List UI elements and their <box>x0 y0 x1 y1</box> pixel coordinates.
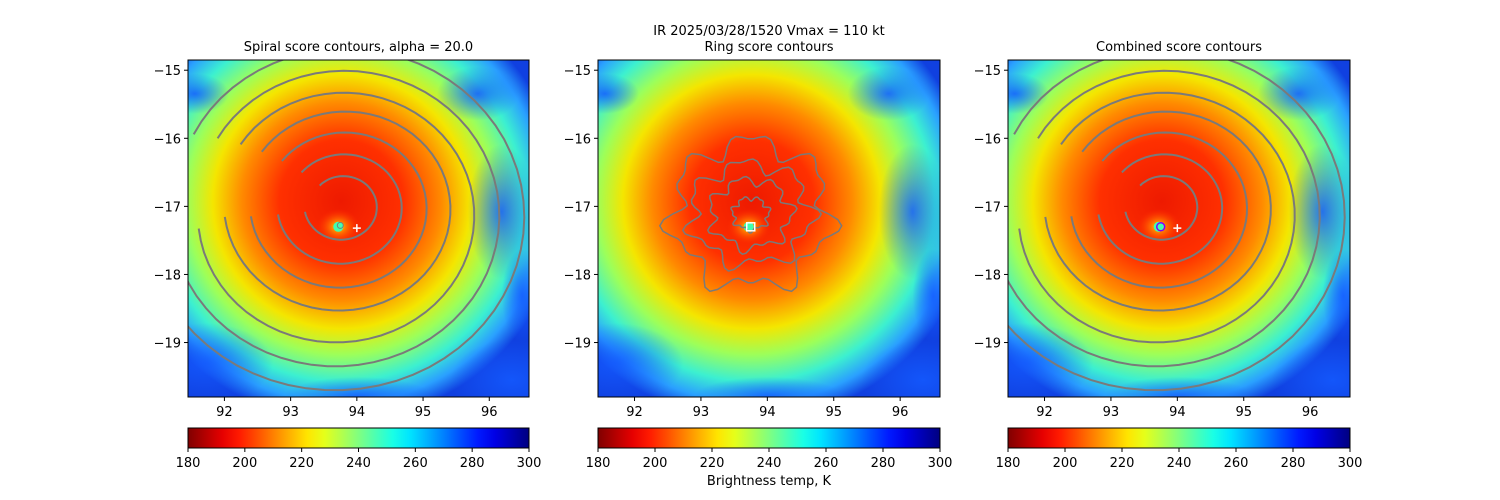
axes-frame <box>187 59 530 398</box>
panel-1: Spiral score contours, alpha = 20.0 92 93 9… <box>154 40 542 471</box>
x-tick-label: 92 <box>626 405 643 420</box>
y-tick-label: −18 <box>154 268 181 283</box>
axes-frame <box>1007 59 1351 398</box>
colorbar-gradient <box>187 427 530 449</box>
panel-2: Ring score contours 92 93 94 95 96 −15 −16 −17 −1… <box>564 40 953 471</box>
colorbar-tick-label: 260 <box>403 456 428 471</box>
colorbar-tick-label: 220 <box>289 456 314 471</box>
spiral-score-contours <box>1008 60 1346 392</box>
contour-line <box>1044 110 1272 312</box>
colorbar-tick-label: 260 <box>814 456 839 471</box>
colorbar-tick-label: 240 <box>346 456 371 471</box>
colorbar-tick-label: 240 <box>757 456 782 471</box>
x-tick-label: 93 <box>1103 405 1120 420</box>
colorbar-tick-label: 280 <box>871 456 896 471</box>
contour-line <box>1124 175 1199 241</box>
colorbar-label: Brightness temp, K <box>707 474 832 489</box>
x-tick-label: 94 <box>349 405 366 420</box>
y-tick-label: −17 <box>974 200 1001 215</box>
contour-line <box>249 131 428 289</box>
colorbar-tick-label: 180 <box>176 456 201 471</box>
y-tick-label: −17 <box>154 200 181 215</box>
colorbar-tick-label: 180 <box>586 456 611 471</box>
x-tick-label: 92 <box>216 405 233 420</box>
x-tick-label: 96 <box>481 405 498 420</box>
colorbar-tick-label: 240 <box>1167 456 1192 471</box>
contour-line <box>223 110 452 312</box>
contour-line <box>188 60 526 392</box>
panel-title: Ring score contours <box>704 40 833 55</box>
y-tick-label: −16 <box>564 132 591 147</box>
figure-suptitle: IR 2025/03/28/1520 Vmax = 110 kt <box>653 24 884 39</box>
colorbar-tick-label: 220 <box>1110 456 1135 471</box>
x-tick-label: 96 <box>892 405 909 420</box>
brightness-temp-image <box>598 60 940 397</box>
y-tick-label: −19 <box>974 337 1001 352</box>
colorbar-gradient <box>597 427 941 449</box>
y-tick-label: −18 <box>974 268 1001 283</box>
y-tick-label: −17 <box>564 200 591 215</box>
ring-center-marker <box>745 222 756 232</box>
colorbar-tick-label: 260 <box>1224 456 1249 471</box>
brightness-temp-image <box>1008 60 1350 397</box>
contour-line <box>1008 69 1321 368</box>
x-tick-label: 94 <box>759 405 776 420</box>
y-tick-label: −16 <box>154 132 181 147</box>
ring-score-contours <box>658 135 843 293</box>
contour-line <box>730 196 772 234</box>
y-tick-label: −19 <box>564 337 591 352</box>
panel-3: Combined score contours 92 93 94 95 96 −15 −16 −… <box>974 40 1363 471</box>
spiral-center-marker <box>336 221 344 229</box>
spiral-score-contours <box>188 60 526 392</box>
x-tick-label: 92 <box>1036 405 1053 420</box>
colorbar-tick-label: 280 <box>460 456 485 471</box>
colorbar-tick-label: 300 <box>928 456 953 471</box>
y-tick-label: −15 <box>564 64 591 79</box>
contour-line <box>681 158 823 272</box>
x-tick-label: 95 <box>1235 405 1252 420</box>
y-tick-label: −16 <box>974 132 1001 147</box>
x-tick-label: 96 <box>1302 405 1319 420</box>
panel-title: Spiral score contours, alpha = 20.0 <box>244 40 473 55</box>
y-tick-label: −15 <box>974 64 1001 79</box>
x-tick-label: 93 <box>693 405 710 420</box>
colorbar: 180 200 220 240 260 280 300 <box>176 427 542 471</box>
x-tick-label: 93 <box>282 405 299 420</box>
colorbar: 180 200 220 240 260 280 300 <box>996 427 1363 471</box>
x-tick-label: 95 <box>825 405 842 420</box>
best-track-center-marker <box>1173 224 1182 233</box>
x-tick-label: 95 <box>415 405 432 420</box>
x-tick-label: 94 <box>1169 405 1186 420</box>
colorbar-gradient <box>1007 427 1351 449</box>
contour-line <box>277 153 403 265</box>
colorbar-tick-label: 200 <box>643 456 668 471</box>
contour-line <box>1070 131 1249 289</box>
colorbar-tick-label: 200 <box>1053 456 1078 471</box>
y-tick-label: −15 <box>154 64 181 79</box>
panel-title: Combined score contours <box>1096 40 1262 55</box>
colorbar-tick-label: 180 <box>996 456 1021 471</box>
axes-frame <box>597 59 941 398</box>
best-track-center-marker <box>352 224 361 233</box>
contour-line <box>197 91 476 344</box>
y-tick-label: −18 <box>564 268 591 283</box>
contour-line <box>706 175 798 256</box>
colorbar-tick-label: 300 <box>1338 456 1363 471</box>
colorbar-tick-label: 280 <box>1281 456 1306 471</box>
contour-line <box>1018 91 1296 344</box>
colorbar-tick-label: 200 <box>232 456 257 471</box>
contour-line <box>304 175 378 241</box>
contour-line <box>658 135 843 293</box>
contour-line <box>188 69 501 368</box>
y-tick-label: −19 <box>154 337 181 352</box>
brightness-temp-image <box>188 60 529 397</box>
contour-line <box>1008 60 1346 392</box>
contour-line <box>1097 153 1224 265</box>
colorbar-tick-label: 220 <box>700 456 725 471</box>
colorbar: 180 200 220 240 260 280 300 <box>586 427 953 471</box>
combined-center-marker <box>1155 222 1166 232</box>
colorbar-tick-label: 300 <box>517 456 542 471</box>
